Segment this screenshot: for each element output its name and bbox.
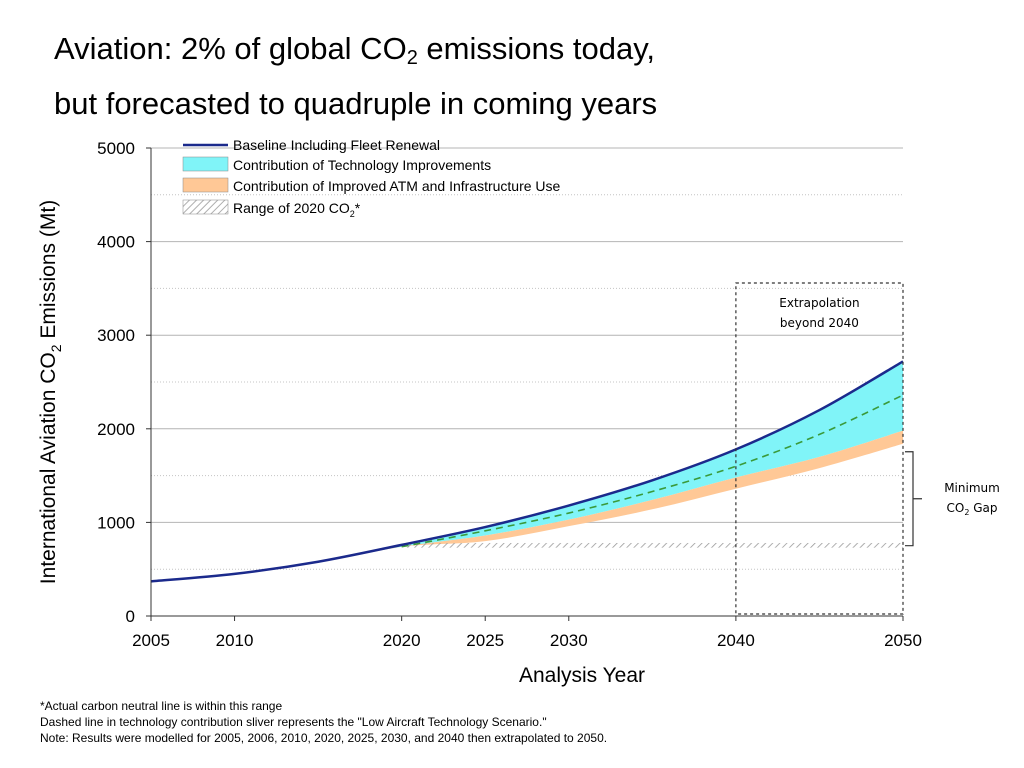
y-axis-label: International Aviation CO2 Emissions (Mt… (37, 200, 64, 584)
x-tick-label: 2020 (383, 631, 421, 650)
gap-label-1: Minimum (944, 481, 1000, 495)
y-tick-label: 1000 (97, 513, 135, 532)
title-line-2: but forecasted to quadruple in coming ye… (54, 86, 658, 121)
gap-bracket (905, 451, 922, 547)
legend-label-baseline: Baseline Including Fleet Renewal (233, 137, 440, 153)
page-title: Aviation: 2% of global CO2 emissions tod… (54, 26, 657, 127)
legend-swatch-technology (182, 156, 229, 172)
hatch-range-2020 (401, 542, 903, 548)
title-text: Aviation: 2% of global CO (54, 31, 407, 66)
extrapolation-label-2: beyond 2040 (780, 316, 859, 330)
footnote-1: *Actual carbon neutral line is within th… (40, 699, 283, 713)
x-axis-label: Analysis Year (519, 664, 645, 687)
x-tick-label: 2030 (550, 631, 588, 650)
y-tick-label: 3000 (97, 326, 135, 345)
footnotes: *Actual carbon neutral line is within th… (40, 698, 607, 746)
footnote-3: Note: Results were modelled for 2005, 20… (40, 731, 608, 745)
baseline-line (150, 360, 904, 583)
extrapolation-annotation: Extrapolation beyond 2040 (735, 282, 904, 615)
legend-swatch-atm (182, 177, 229, 193)
legend: Baseline Including Fleet Renewal Contrib… (182, 137, 561, 219)
x-tick-label: 2050 (884, 631, 922, 650)
footnote-2: Dashed line in technology contribution s… (40, 715, 547, 729)
title-line-1: Aviation: 2% of global CO2 emissions tod… (54, 26, 657, 81)
gap-label-2: CO2 Gap (946, 501, 997, 517)
band-technology-improvements (151, 361, 903, 582)
y-tick-label: 0 (126, 607, 135, 626)
extrapolation-box (735, 282, 904, 615)
title-subscript: 2 (406, 47, 418, 69)
y-tick-label: 4000 (97, 233, 135, 252)
title-text-end: emissions today, (417, 31, 656, 66)
plot-area (150, 360, 904, 583)
co2-gap-annotation: Minimum CO2 Gap (905, 451, 1000, 547)
x-tick-label: 2025 (466, 631, 504, 650)
x-tick-label: 2040 (717, 631, 755, 650)
y-tick-label: 5000 (97, 139, 135, 158)
low-tech-scenario-line (401, 394, 904, 548)
legend-label-technology: Contribution of Technology Improvements (233, 157, 491, 173)
extrapolation-label-1: Extrapolation (779, 296, 859, 310)
x-tick-label: 2010 (216, 631, 254, 650)
legend-label-atm: Contribution of Improved ATM and Infrast… (233, 178, 561, 194)
y-tick-label: 2000 (97, 420, 135, 439)
legend-label-range: Range of 2020 CO2* (233, 200, 361, 219)
axes: 0 1000 2000 3000 4000 5000 2005 2010 2020 2025 203… (97, 139, 922, 650)
legend-swatch-range (182, 199, 229, 215)
emissions-chart: 0 1000 2000 3000 4000 5000 2005 2010 2020 2025 203… (37, 137, 1000, 687)
x-tick-label: 2005 (132, 631, 170, 650)
